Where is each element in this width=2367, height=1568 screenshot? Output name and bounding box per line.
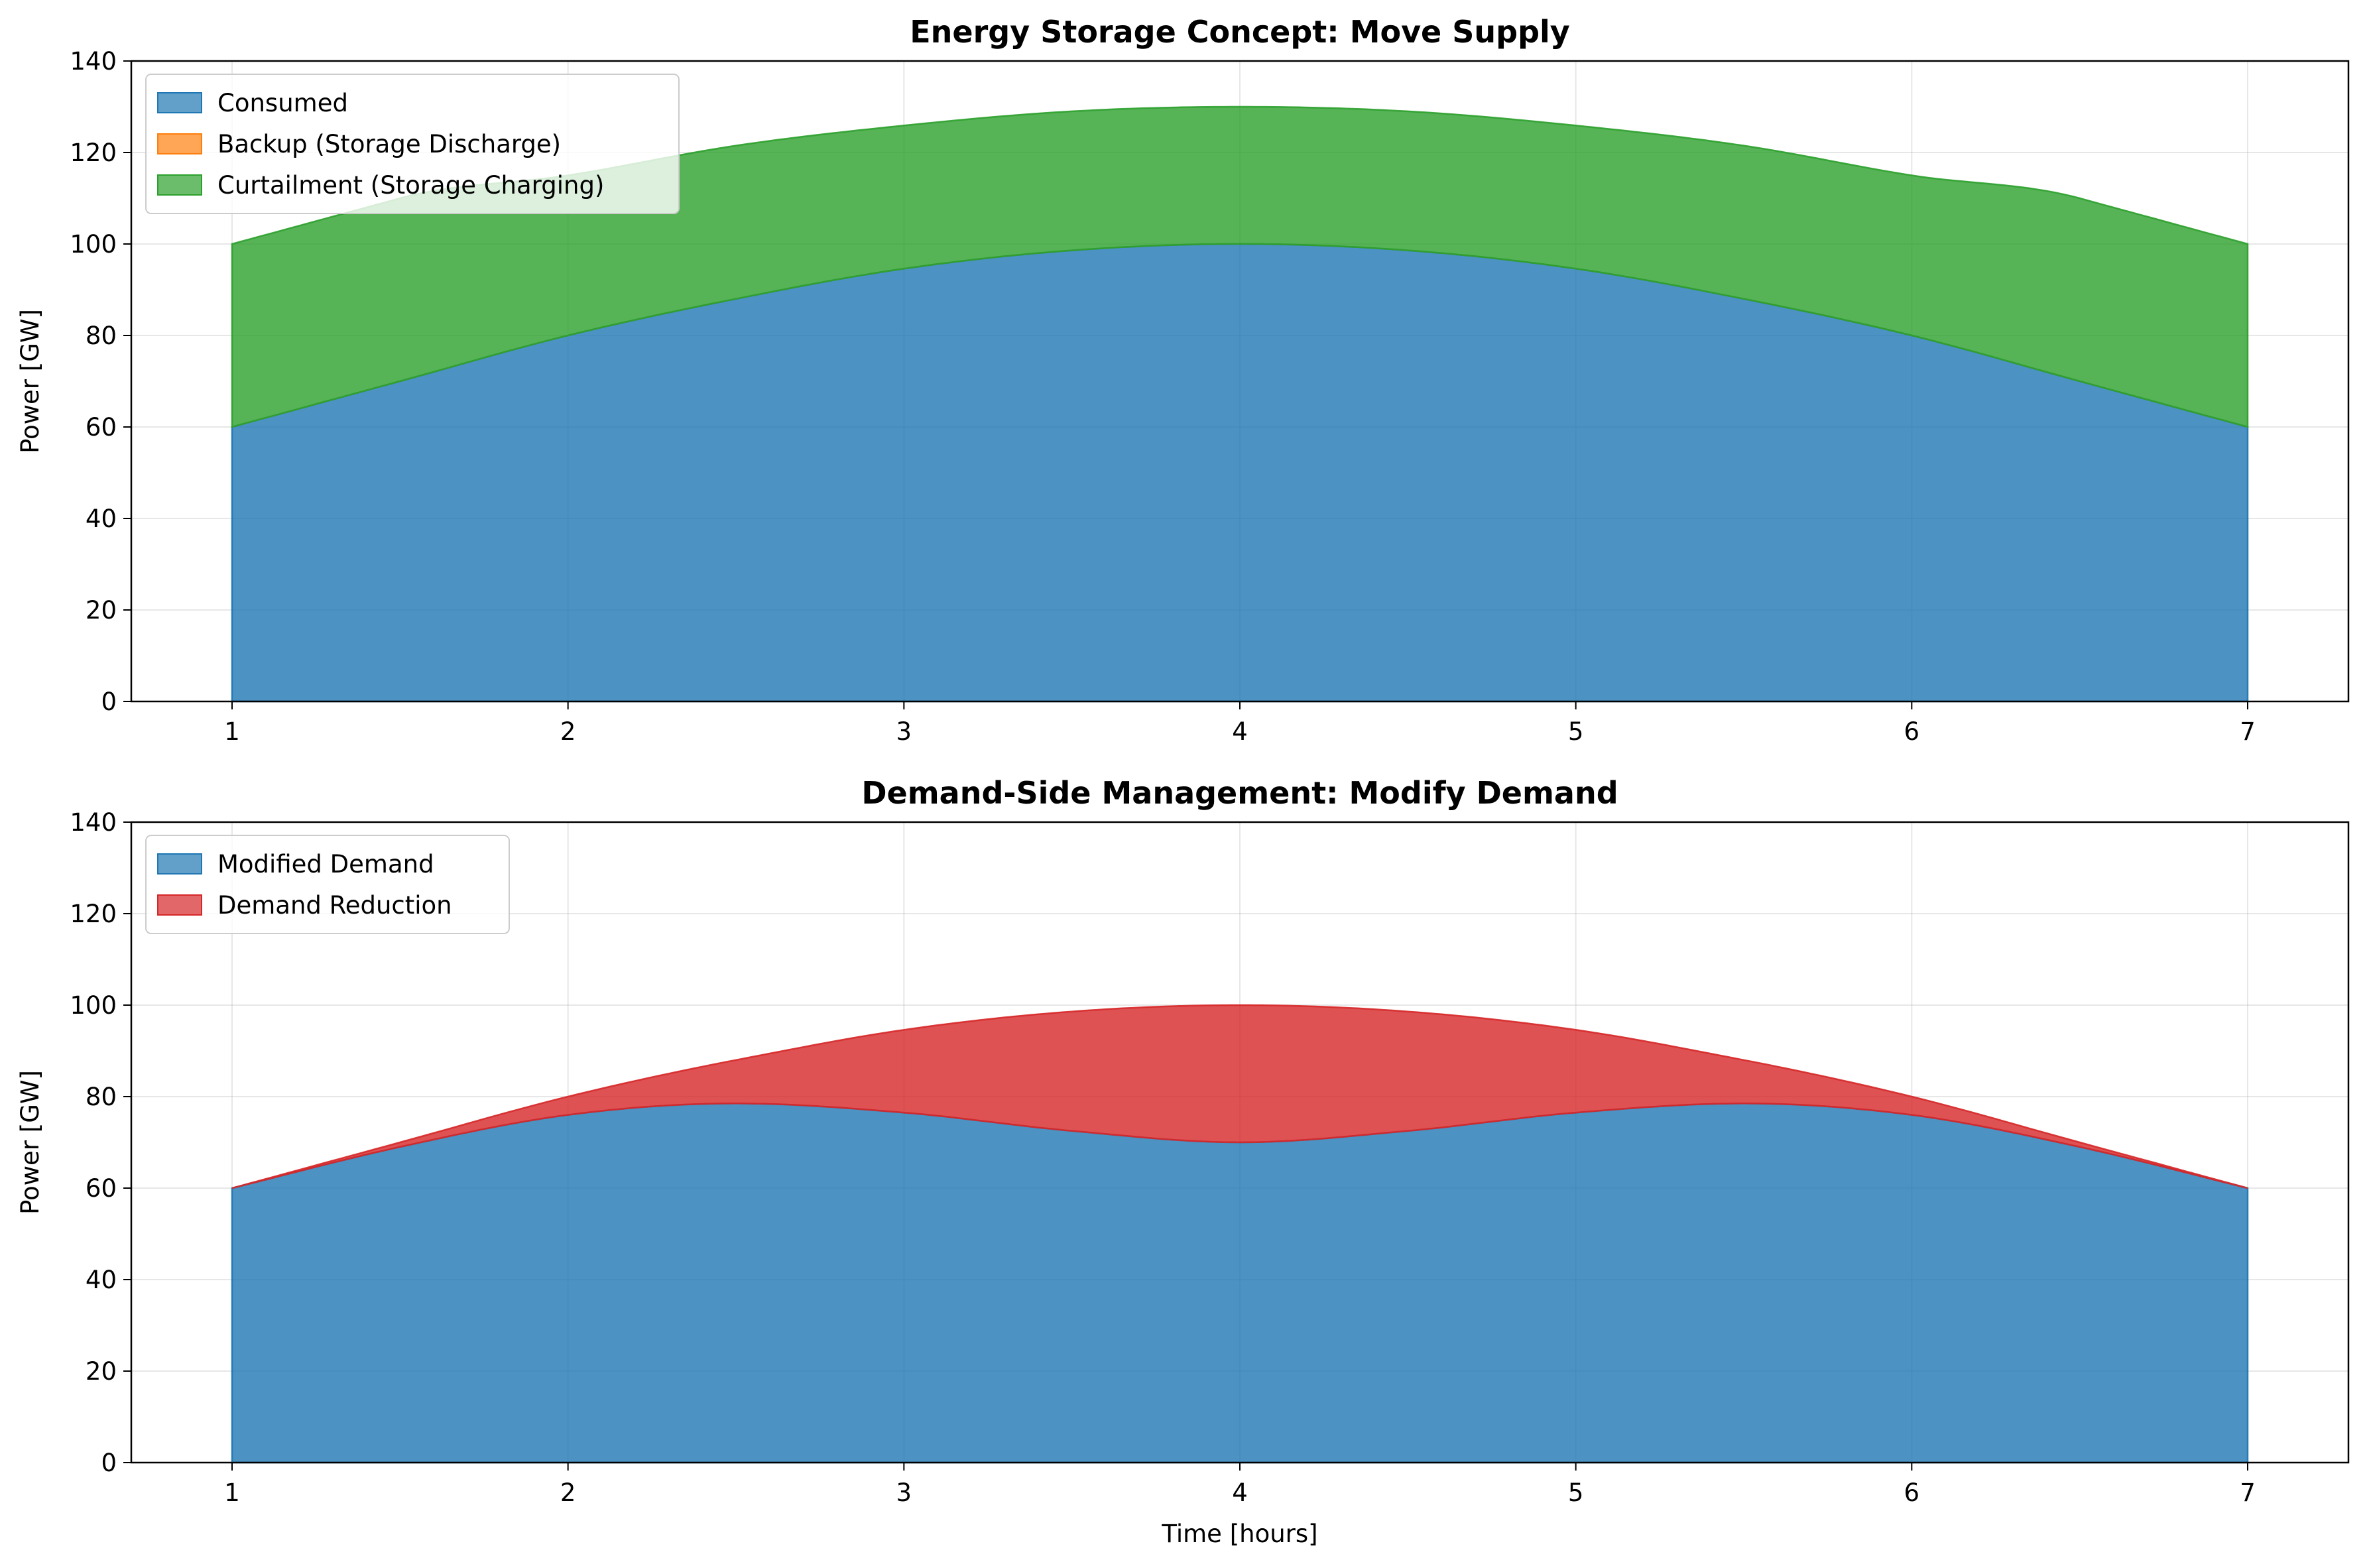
legend-swatch-modified-demand xyxy=(157,853,202,874)
x-tick-label: 3 xyxy=(896,1478,912,1507)
legend-swatch-demand-reduction xyxy=(157,894,202,916)
legend-label-curtailment-storage-charging: Curtailment (Storage Charging) xyxy=(217,171,604,200)
chart-title: Energy Storage Concept: Move Supply xyxy=(910,14,1570,50)
chart-panel-demand-side: 1 2 3 4 5 6 7 0 20 40 60 80 100 120 140 Demand-Side Man… xyxy=(16,775,2350,1548)
x-tick-label: 7 xyxy=(2240,1478,2256,1507)
area-curtailment-storage-charging xyxy=(231,105,2249,428)
y-tick-label: 120 xyxy=(70,900,117,928)
legend-label-backup-storage-discharge: Backup (Storage Discharge) xyxy=(217,130,561,158)
y-tick-label: 80 xyxy=(86,322,117,350)
legend-label-demand-reduction: Demand Reduction xyxy=(217,891,452,920)
x-tick-label: 6 xyxy=(1904,717,1920,746)
x-tick-label: 1 xyxy=(224,717,240,746)
x-tick-label: 6 xyxy=(1904,1478,1920,1507)
y-tick-label: 0 xyxy=(101,688,117,716)
x-tick-label: 5 xyxy=(1568,1478,1584,1507)
x-tick-label: 4 xyxy=(1232,717,1248,746)
x-tick-label: 3 xyxy=(896,717,912,746)
y-tick-label: 140 xyxy=(70,47,117,76)
chart-title: Demand-Side Management: Modify Demand xyxy=(861,775,1618,811)
x-tick-label: 4 xyxy=(1232,1478,1248,1507)
area-modified-demand xyxy=(231,1103,2249,1464)
legend-box xyxy=(145,835,510,934)
y-tick-label: 120 xyxy=(70,139,117,167)
legend-swatch-backup-storage-discharge xyxy=(157,133,202,154)
y-tick-label: 40 xyxy=(86,505,117,533)
y-tick-label: 20 xyxy=(86,596,117,625)
legend-swatch-consumed xyxy=(157,92,202,113)
x-tick-label: 5 xyxy=(1568,717,1584,746)
y-axis-label: Power [GW] xyxy=(16,1070,44,1215)
legend-label-modified-demand: Modified Demand xyxy=(217,850,434,878)
x-tick-label: 7 xyxy=(2240,717,2256,746)
y-tick-label: 100 xyxy=(70,991,117,1020)
legend-swatch-curtailment-storage-charging xyxy=(157,174,202,196)
y-tick-label: 60 xyxy=(86,1174,117,1203)
y-axis-label: Power [GW] xyxy=(16,309,44,453)
x-tick-label: 1 xyxy=(224,1478,240,1507)
x-tick-label: 2 xyxy=(560,1478,576,1507)
y-tick-label: 100 xyxy=(70,230,117,259)
x-tick-label: 2 xyxy=(560,717,576,746)
legend-label-consumed: Consumed xyxy=(217,89,348,117)
y-tick-label: 0 xyxy=(101,1449,117,1477)
y-tick-label: 40 xyxy=(86,1266,117,1294)
chart-panel-storage: 1 2 3 4 5 6 7 0 20 40 60 80 100 120 140 Energy Storage … xyxy=(16,14,2350,746)
legend-box xyxy=(145,74,680,214)
area-demand-reduction xyxy=(231,1004,2248,1189)
y-tick-label: 140 xyxy=(70,808,117,837)
y-tick-label: 80 xyxy=(86,1083,117,1111)
y-tick-label: 60 xyxy=(86,413,117,442)
y-tick-label: 20 xyxy=(86,1357,117,1386)
x-axis-label: Time [hours] xyxy=(1161,1520,1317,1548)
